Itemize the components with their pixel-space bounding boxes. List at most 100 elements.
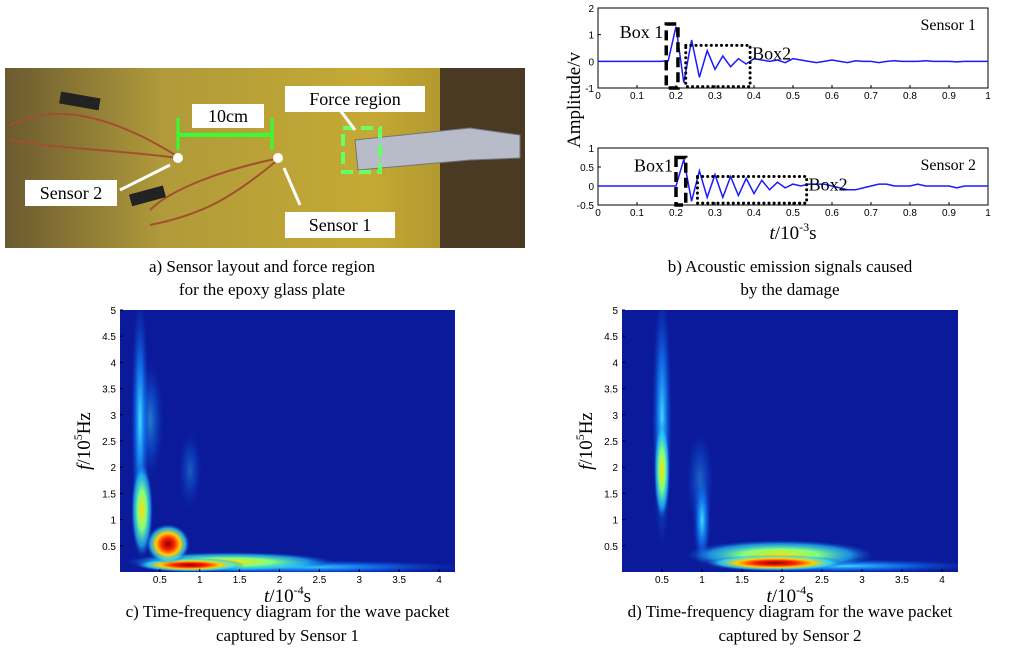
trace-label: Sensor 2 [920, 157, 976, 174]
axis-label-base: /10 [772, 586, 796, 607]
x-tick-label: 2 [277, 575, 283, 586]
sensor2-label: Sensor 2 [40, 183, 103, 203]
x-tick-label: 0.5 [786, 91, 800, 102]
caption: d) Time-frequency diagram for the wave p… [628, 602, 953, 621]
y-tick-label: 3.5 [604, 385, 618, 396]
axis-label: t/10-4s [264, 583, 311, 607]
y-tick-label: 0.5 [580, 163, 594, 174]
axis-label-unit: s [809, 223, 816, 244]
y-tick-label: 5 [110, 306, 116, 317]
y-tick-label: 1 [588, 31, 594, 42]
x-tick-label: 0.4 [747, 91, 761, 102]
x-tick-label: 1 [985, 91, 991, 102]
y-tick-label: 2 [612, 463, 618, 474]
y-tick-label: 0.5 [102, 542, 116, 553]
y-tick-label: -1 [585, 84, 594, 95]
x-tick-label: 4 [939, 575, 945, 586]
y-tick-label: 0 [588, 182, 594, 193]
x-tick-label: 1.5 [233, 575, 247, 586]
x-tick-label: 0.3 [708, 91, 722, 102]
y-tick-label: 1 [588, 144, 594, 155]
axis-label-var: t [264, 586, 270, 607]
axis-label-exp: -4 [294, 583, 304, 597]
y-tick-label: 3 [110, 411, 116, 422]
force-label: Force region [309, 89, 400, 109]
caption: captured by Sensor 2 [718, 626, 861, 645]
annotation-box [695, 175, 809, 205]
axis-label-exp: 5 [573, 434, 587, 440]
caption: captured by Sensor 1 [216, 626, 359, 645]
axis-label: f/105Hz [71, 412, 95, 470]
caption: by the damage [740, 280, 839, 299]
x-tick-label: 3 [859, 575, 865, 586]
x-tick-label: 1 [699, 575, 705, 586]
x-tick-label: 3.5 [392, 575, 406, 586]
x-tick-label: 0.2 [669, 208, 683, 219]
caption: b) Acoustic emission signals caused [668, 257, 913, 276]
y-tick-label: 1.5 [102, 489, 116, 500]
sensor1-label: Sensor 1 [309, 215, 372, 235]
x-tick-label: 0.6 [825, 208, 839, 219]
y-tick-label: 1 [110, 516, 116, 527]
photo: 10cm Force region Sensor 2 Sensor 1 [5, 68, 525, 248]
y-tick-label: 3 [612, 411, 618, 422]
y-tick-label: 2 [110, 463, 116, 474]
x-tick-label: 0 [595, 208, 601, 219]
box-label: Box 1 [620, 22, 664, 42]
y-tick-label: 5 [612, 306, 618, 317]
annotation-box [664, 22, 680, 90]
box-label: Box2 [809, 175, 848, 195]
y-tick-label: 4.5 [102, 332, 116, 343]
axis-label: f/105Hz [573, 412, 597, 470]
x-tick-label: 0 [595, 91, 601, 102]
annotation-box [684, 43, 752, 89]
distance-label: 10cm [208, 106, 248, 126]
axis-label: t/10-3s [770, 220, 817, 244]
axis-label: t/10-4s [767, 583, 814, 607]
x-tick-label: 1 [197, 575, 203, 586]
axis-label-var: t [767, 586, 773, 607]
x-tick-label: 2.5 [312, 575, 326, 586]
axis-label-exp: -4 [796, 583, 806, 597]
x-tick-label: 0.4 [747, 208, 761, 219]
box-label: Box2 [752, 43, 791, 63]
annotation-box [674, 155, 688, 207]
box-label: Box1 [634, 156, 673, 176]
x-tick-label: 0.6 [825, 91, 839, 102]
caption: a) Sensor layout and force region [149, 257, 376, 276]
x-tick-label: 0.9 [942, 91, 956, 102]
signal-line [598, 159, 988, 202]
x-tick-label: 0.5 [655, 575, 669, 586]
x-tick-label: 0.5 [153, 575, 167, 586]
axis-label-exp: -3 [799, 220, 809, 234]
x-tick-label: 1.5 [735, 575, 749, 586]
x-tick-label: 0.8 [903, 91, 917, 102]
axis-label-var: f [576, 462, 597, 470]
y-tick-label: 2.5 [604, 437, 618, 448]
x-tick-label: 0.7 [864, 208, 878, 219]
y-tick-label: 4.5 [604, 332, 618, 343]
x-tick-label: 3 [357, 575, 363, 586]
axis-label-exp: 5 [71, 434, 85, 440]
heatmap-image [120, 310, 455, 572]
x-tick-label: 4 [436, 575, 442, 586]
axis-label-base: /10 [775, 223, 799, 244]
axis-label-base: /10 [576, 440, 597, 464]
x-tick-label: 0.2 [669, 91, 683, 102]
axis-label-unit: Hz [74, 412, 95, 434]
x-tick-label: 0.3 [708, 208, 722, 219]
x-tick-label: 0.8 [903, 208, 917, 219]
axis-label-unit: s [806, 586, 813, 607]
y-tick-label: 0 [588, 57, 594, 68]
y-tick-label: 2.5 [102, 437, 116, 448]
y-tick-label: 3.5 [102, 385, 116, 396]
trace-label: Sensor 1 [920, 17, 976, 34]
x-tick-label: 2.5 [815, 575, 829, 586]
caption: c) Time-frequency diagram for the wave p… [126, 602, 450, 621]
axis-label-unit: s [304, 586, 311, 607]
x-tick-label: 0.1 [630, 208, 644, 219]
y-tick-label: 2 [588, 4, 594, 15]
x-tick-label: 0.9 [942, 208, 956, 219]
